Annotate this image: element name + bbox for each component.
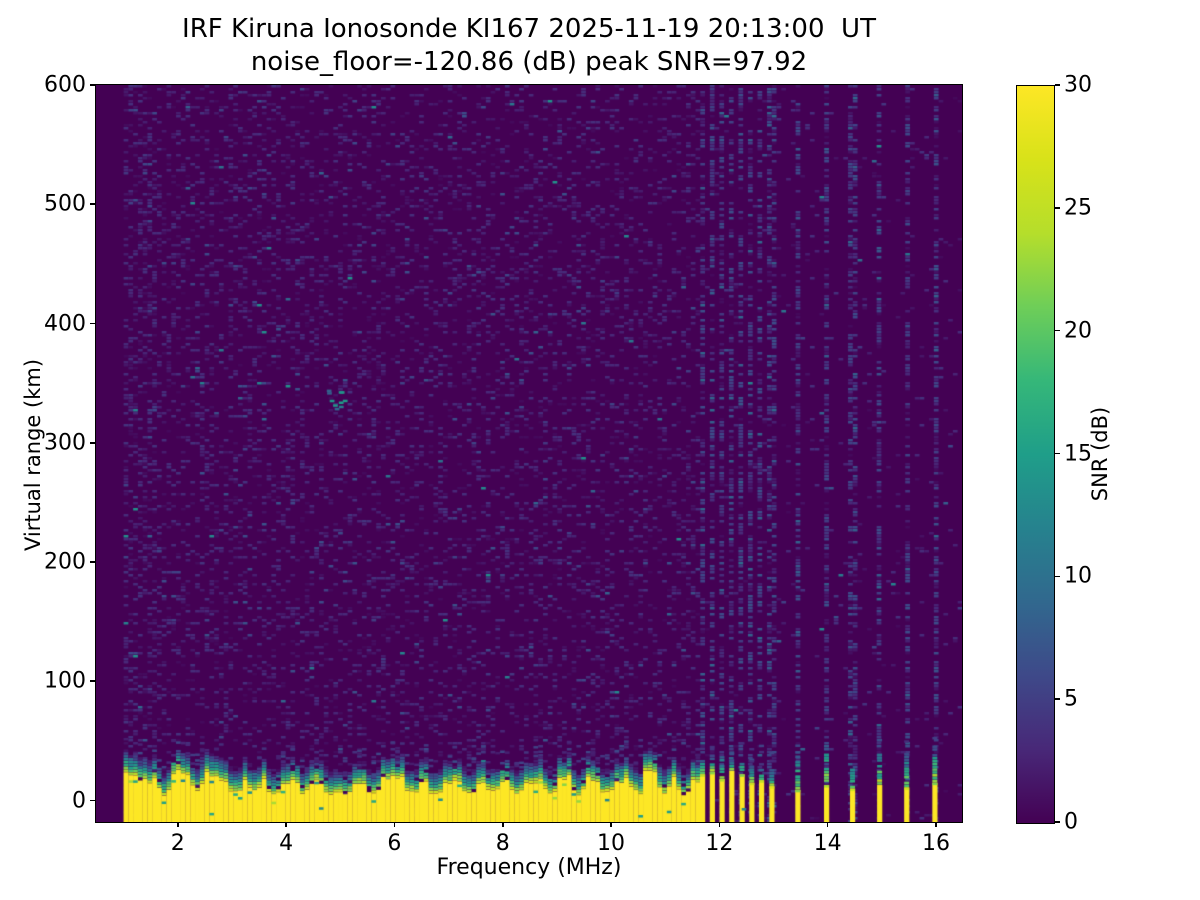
- x-tick-mark: [285, 822, 287, 827]
- x-tick-label: 2: [170, 831, 185, 856]
- x-axis-label: Frequency (MHz): [436, 855, 622, 880]
- x-tick-mark: [393, 822, 396, 827]
- y-tick-mark: [90, 561, 95, 563]
- colorbar-tick-mark: [1054, 698, 1060, 700]
- colorbar-tick-mark: [1054, 207, 1060, 209]
- x-tick-label: 10: [597, 831, 626, 856]
- x-tick-mark: [935, 822, 937, 827]
- colorbar-tick-mark: [1054, 329, 1060, 332]
- x-tick-label: 12: [705, 831, 734, 856]
- y-tick-mark: [90, 441, 95, 444]
- x-tick-mark: [176, 822, 179, 827]
- figure-title: IRF Kiruna Ionosonde KI167 2025-11-19 20…: [182, 14, 876, 44]
- x-tick-label: 4: [279, 831, 294, 856]
- x-tick-mark: [718, 822, 721, 827]
- y-tick-label: 200: [44, 549, 86, 575]
- x-tick-label: 8: [495, 831, 510, 856]
- colorbar-tick-label: 0: [1064, 809, 1078, 835]
- colorbar-tick-label: 25: [1064, 195, 1092, 221]
- y-tick-label: 100: [44, 668, 86, 694]
- x-tick-label: 6: [387, 831, 402, 856]
- colorbar: [1016, 85, 1055, 824]
- colorbar-tick-mark: [1054, 452, 1060, 455]
- colorbar-tick-label: 5: [1064, 686, 1078, 712]
- colorbar-tick-label: 10: [1064, 563, 1092, 589]
- colorbar-tick-mark: [1054, 575, 1060, 578]
- ionogram-heatmap: [96, 85, 962, 822]
- x-tick-mark: [501, 822, 504, 827]
- y-tick-label: 0: [72, 788, 86, 814]
- figure-subtitle: noise_floor=-120.86 (dB) peak SNR=97.92: [250, 47, 808, 77]
- colorbar-tick-label: 30: [1064, 72, 1092, 98]
- colorbar-tick-mark: [1054, 821, 1060, 823]
- y-tick-label: 600: [44, 72, 86, 98]
- x-tick-label: 16: [922, 831, 950, 856]
- colorbar-tick-label: 15: [1064, 441, 1092, 466]
- y-tick-mark: [90, 203, 95, 206]
- colorbar-tick-mark: [1054, 84, 1060, 86]
- x-tick-mark: [826, 822, 829, 827]
- y-tick-label: 500: [44, 191, 86, 217]
- y-tick-mark: [90, 322, 95, 325]
- y-tick-mark: [90, 799, 95, 802]
- y-tick-mark: [90, 680, 95, 683]
- y-tick-label: 400: [44, 311, 86, 336]
- x-tick-label: 14: [813, 831, 842, 856]
- x-tick-mark: [610, 822, 612, 827]
- colorbar-tick-label: 20: [1064, 318, 1092, 344]
- y-tick-mark: [90, 84, 95, 86]
- y-tick-label: 300: [44, 430, 86, 456]
